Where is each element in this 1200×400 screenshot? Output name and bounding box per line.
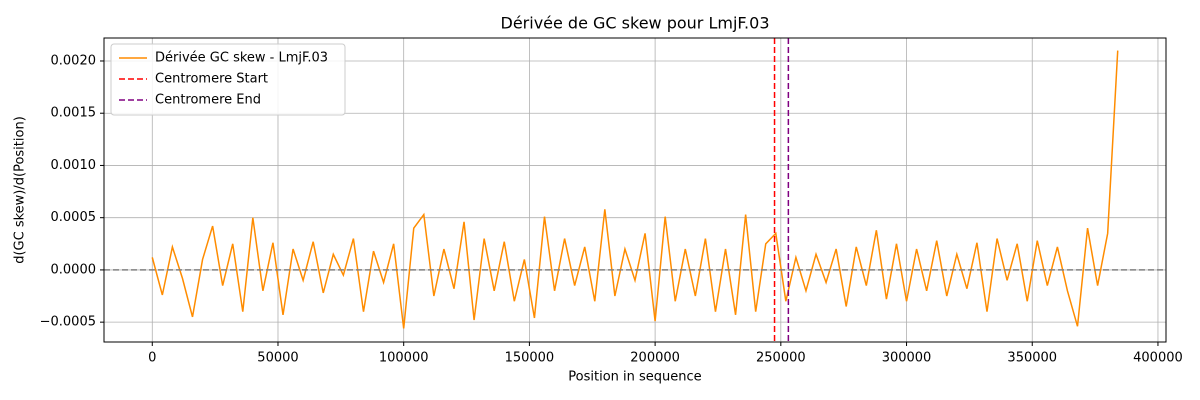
- x-tick-label: 200000: [630, 351, 680, 366]
- x-tick-label: 50000: [257, 351, 298, 366]
- y-axis-label: d(GC skew)/d(Position): [13, 116, 28, 264]
- chart-title: Dérivée de GC skew pour LmjF.03: [501, 14, 770, 33]
- x-tick-label: 0: [148, 351, 156, 366]
- x-tick-label: 100000: [379, 351, 429, 366]
- y-tick-label: −0.0005: [40, 315, 96, 330]
- x-tick-label: 400000: [1133, 351, 1183, 366]
- x-tick-label: 300000: [882, 351, 932, 366]
- x-tick-label: 350000: [1007, 351, 1057, 366]
- legend: Dérivée GC skew - LmjF.03 Centromere Star…: [110, 43, 346, 116]
- y-tick-label: 0.0000: [51, 262, 97, 277]
- data-line: [151, 50, 1119, 329]
- y-tick-label: 0.0010: [51, 158, 97, 173]
- plot-frame: [103, 37, 1167, 343]
- legend-box: [110, 43, 346, 116]
- y-tick-label: 0.0020: [51, 53, 97, 68]
- legend-label: Dérivée GC skew - LmjF.03: [155, 51, 328, 66]
- x-tick-label: 150000: [505, 351, 555, 366]
- legend-label: Centromere Start: [155, 72, 268, 87]
- y-tick-label: 0.0015: [51, 106, 97, 121]
- y-tick-label: 0.0005: [51, 210, 97, 225]
- legend-label: Centromere End: [155, 93, 261, 108]
- x-tick-label: 250000: [756, 351, 806, 366]
- x-axis-label: Position in sequence: [568, 370, 701, 385]
